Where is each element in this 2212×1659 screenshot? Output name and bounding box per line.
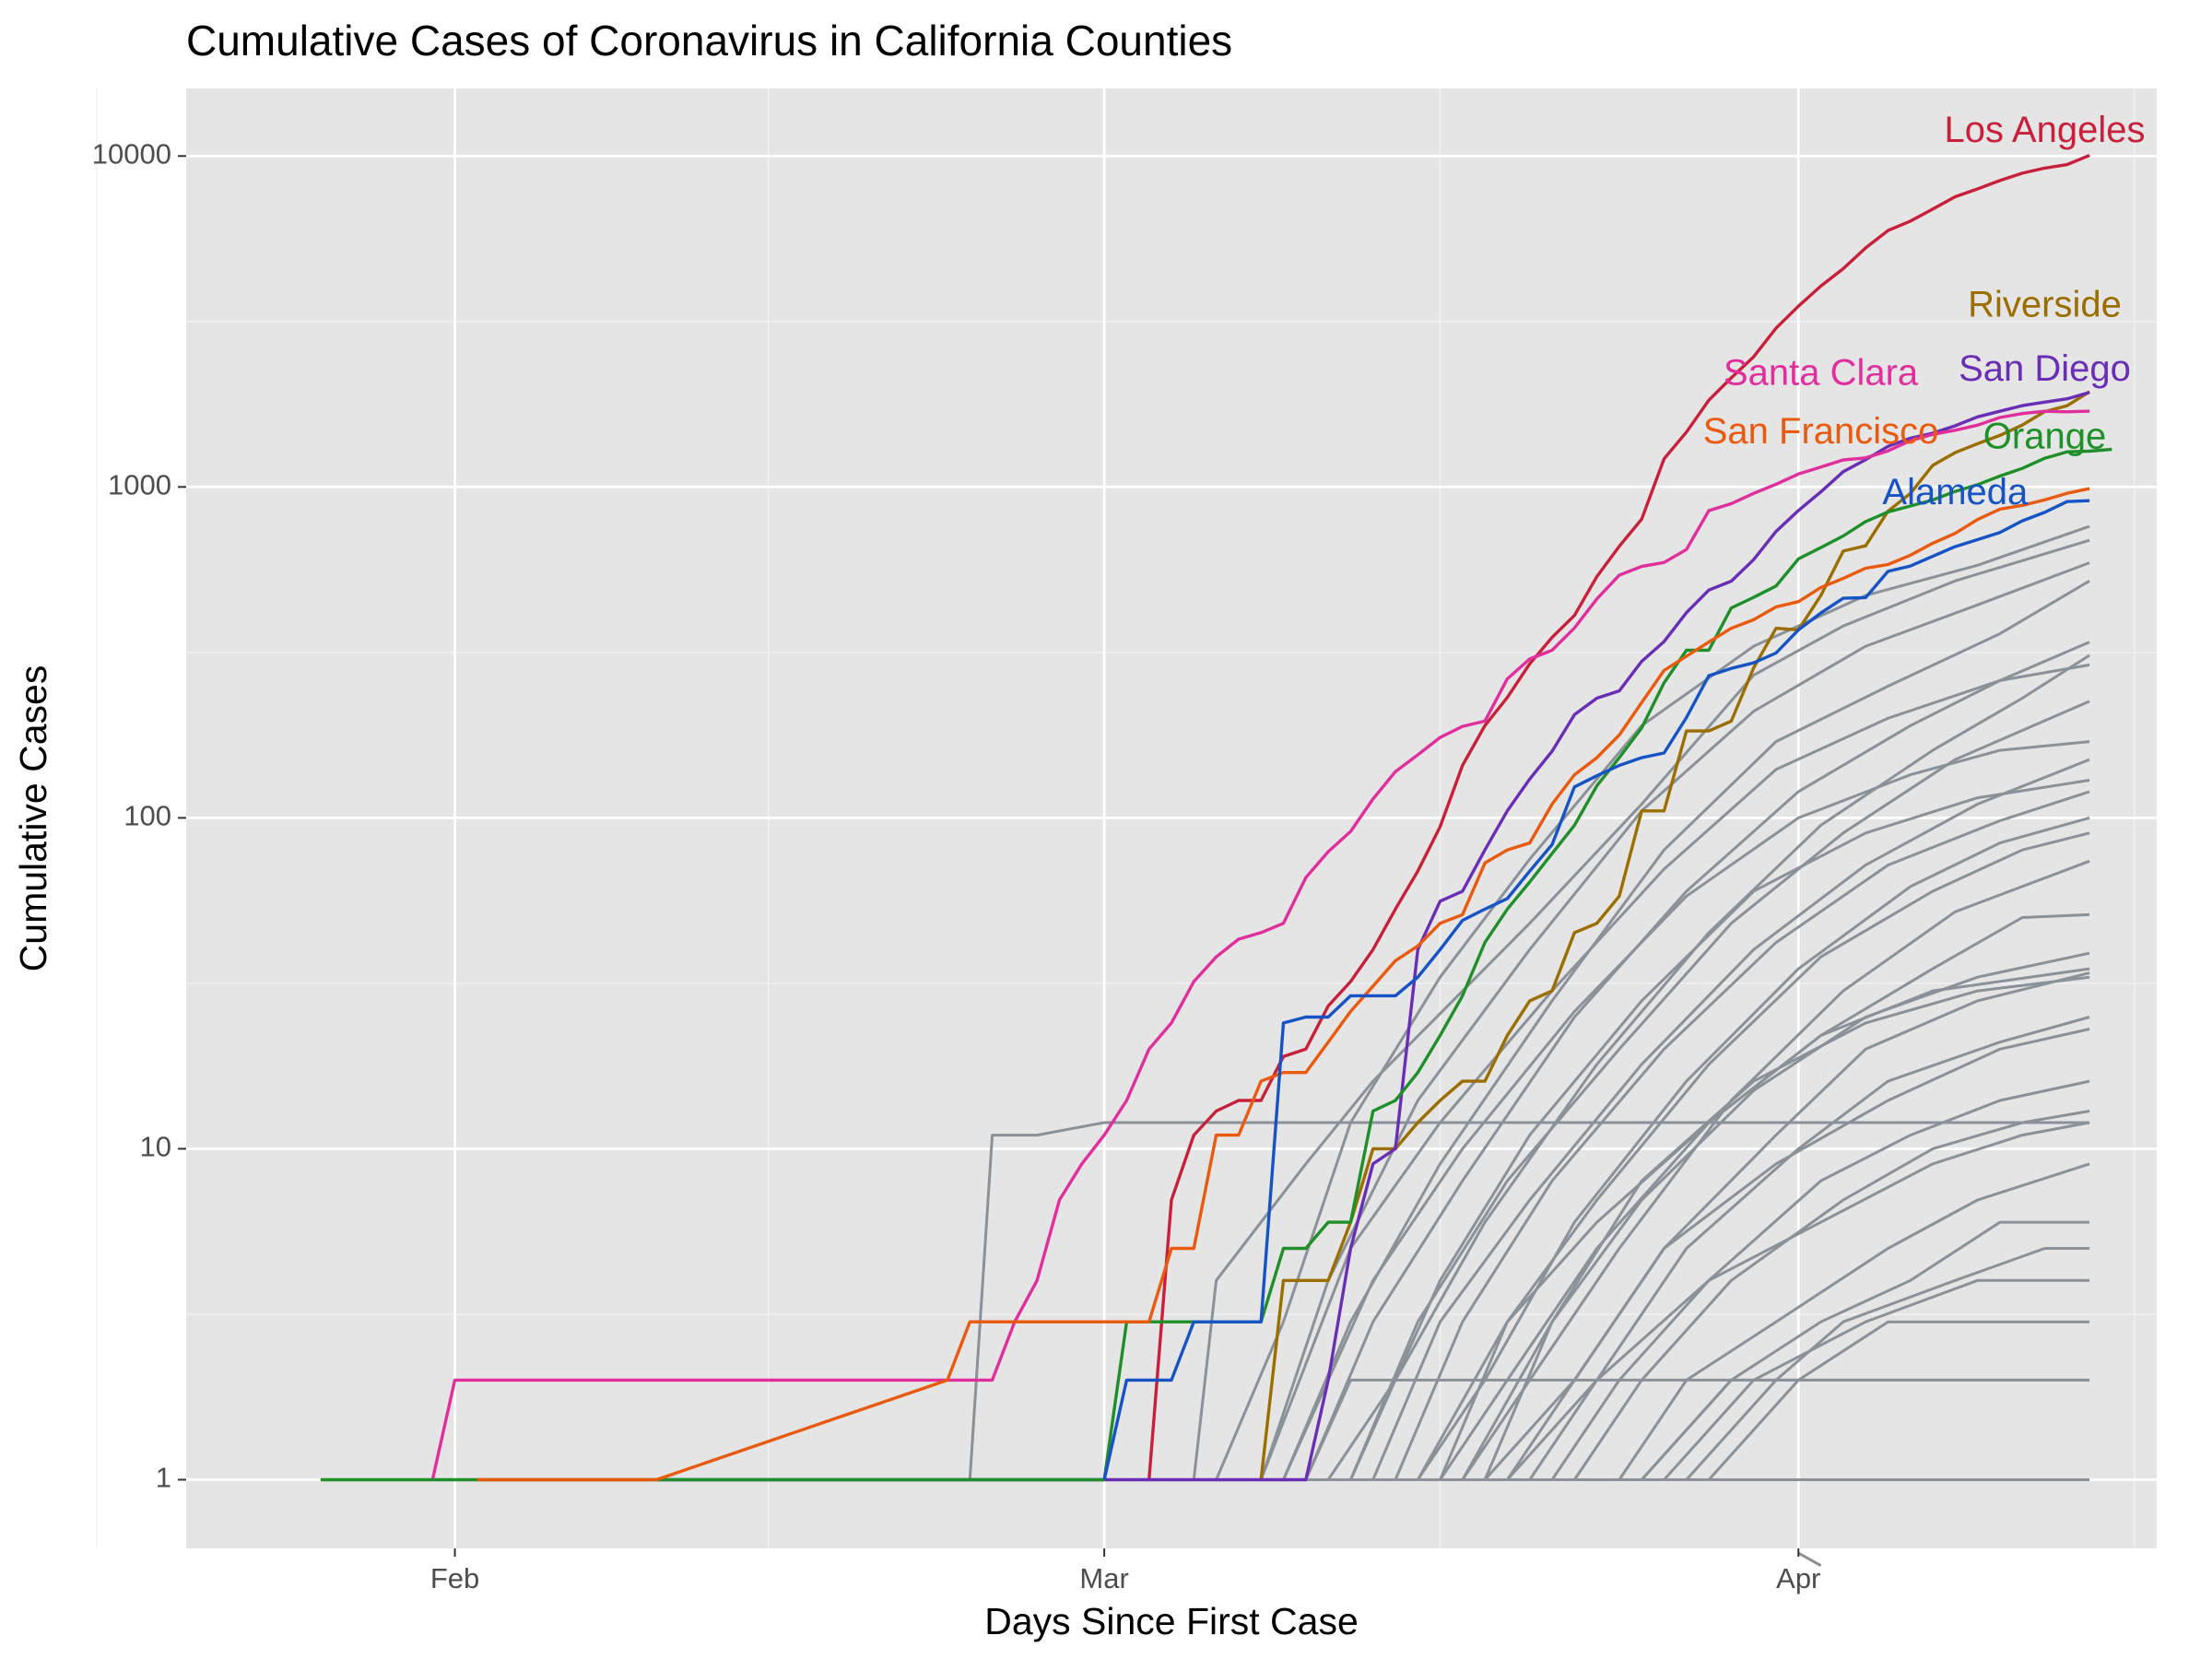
other-county-line (1394, 790, 2090, 1481)
y-tick-label: 1 (156, 1462, 171, 1494)
other-county-line (1439, 831, 2090, 1481)
other-county-lines (410, 524, 2090, 1568)
series-label-santa-clara: Santa Clara (1724, 352, 1919, 393)
x-axis-title: Days Since First Case (984, 1600, 1359, 1642)
other-county-line (1663, 1278, 2090, 1481)
y-axis-title: Cumulative Cases (12, 665, 54, 972)
other-county-line (1685, 1247, 2090, 1481)
y-tick-label: 10000 (92, 137, 171, 170)
other-county-line (1326, 653, 2090, 1481)
chart-title: Cumulative Cases of Coronavirus in Calif… (186, 17, 1232, 65)
x-tick-label: Feb (430, 1562, 479, 1594)
series-line-los-angeles (1147, 154, 2090, 1480)
other-county-line (1618, 1162, 2090, 1481)
y-tick-label: 1000 (108, 469, 171, 501)
series-line-riverside (1259, 390, 2091, 1480)
other-county-line (1259, 663, 2090, 1481)
series-label-san-francisco: San Francisco (1703, 411, 1939, 452)
x-tick-label: Mar (1079, 1562, 1128, 1594)
other-county-line (968, 1121, 2090, 1480)
other-county-line (1215, 524, 2090, 1481)
other-county-line (1304, 641, 2090, 1481)
x-tick-label: Apr (1776, 1562, 1820, 1594)
other-county-line (1461, 975, 2090, 1481)
series-line-san-francisco (477, 487, 2090, 1482)
other-county-line (1192, 538, 2090, 1480)
series-label-alameda: Alameda (1882, 472, 2029, 512)
series-label-riverside: Riverside (1968, 285, 2122, 325)
series-line-santa-clara (430, 409, 2090, 1480)
series-label-san-diego: San Diego (1959, 348, 2131, 389)
other-county-line (1349, 779, 2090, 1481)
other-county-line (1371, 758, 2090, 1481)
other-county-line (1282, 740, 2090, 1481)
series-labels: Los Angeles Riverside San Diego Santa Clara… (1703, 110, 2146, 512)
series-label-orange: Orange (1983, 416, 2106, 456)
y-axis: 1 10 100 1000 10000 (92, 137, 186, 1494)
other-county-line (1417, 816, 2090, 1481)
y-tick-label: 10 (140, 1131, 171, 1163)
other-county-line (1707, 1320, 2090, 1481)
series-label-los-angeles: Los Angeles (1945, 110, 2146, 150)
other-county-line (1797, 1551, 1822, 1568)
highlighted-county-lines (320, 154, 2112, 1482)
x-axis: Feb Mar Apr (430, 1548, 1820, 1594)
y-tick-label: 100 (124, 800, 171, 832)
series-line-alameda (1102, 499, 2090, 1480)
